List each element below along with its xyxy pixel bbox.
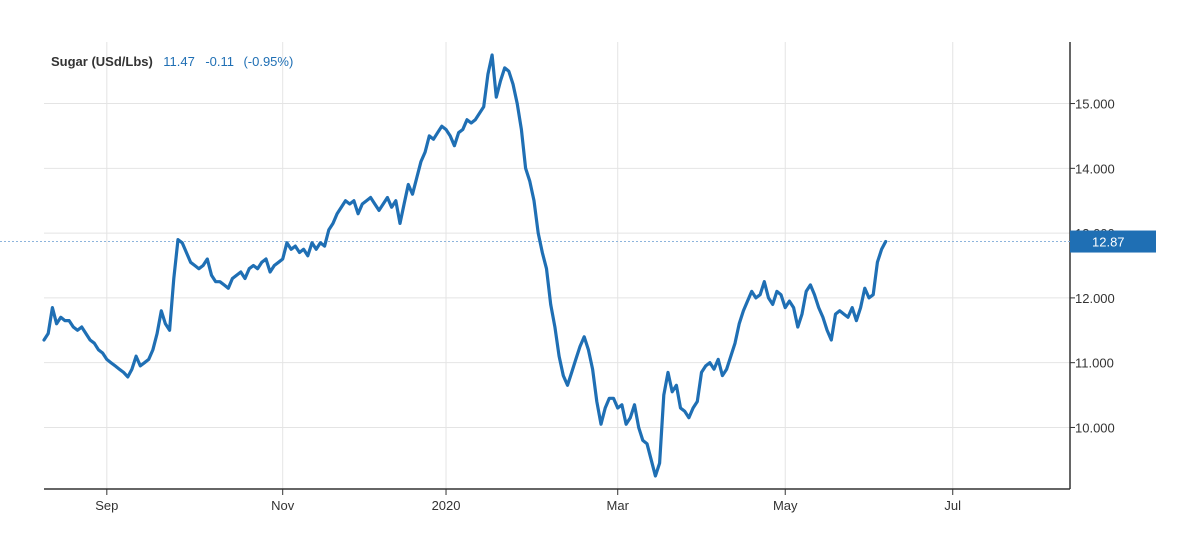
x-axis-ticks: Sep Nov 2020 Mar May Jul [95,489,961,513]
x-tick-label: Nov [271,498,295,513]
chart-legend: Sugar (USd/Lbs) 11.47 -0.11 (-0.95%) [51,53,293,70]
horizontal-gridlines [44,103,1070,428]
grid [44,42,1070,489]
y-tick-label: 14.000 [1075,161,1115,176]
x-tick-label: Mar [607,498,630,513]
x-tick-label: Sep [95,498,118,513]
y-tick-label: 11.000 [1075,356,1114,371]
legend-price: 11.47 [163,54,195,69]
legend-series-name: Sugar (USd/Lbs) [51,54,153,69]
legend-change: -0.11 [205,54,234,69]
legend-change-percent: (-0.95%) [243,54,293,69]
last-value-label: 12.87 [1092,235,1125,250]
y-tick-label: 15.000 [1075,97,1115,112]
x-tick-label: Jul [944,498,961,513]
y-tick-label: 12.000 [1075,291,1115,306]
x-tick-label: 2020 [432,498,461,513]
y-tick-label: 10.000 [1075,420,1115,435]
last-value-badge: 12.87 [1070,230,1156,253]
last-value-badge-bg [1070,230,1156,253]
x-tick-label: May [773,498,798,513]
series-line-sugar [42,53,888,478]
vertical-gridlines [106,42,954,489]
